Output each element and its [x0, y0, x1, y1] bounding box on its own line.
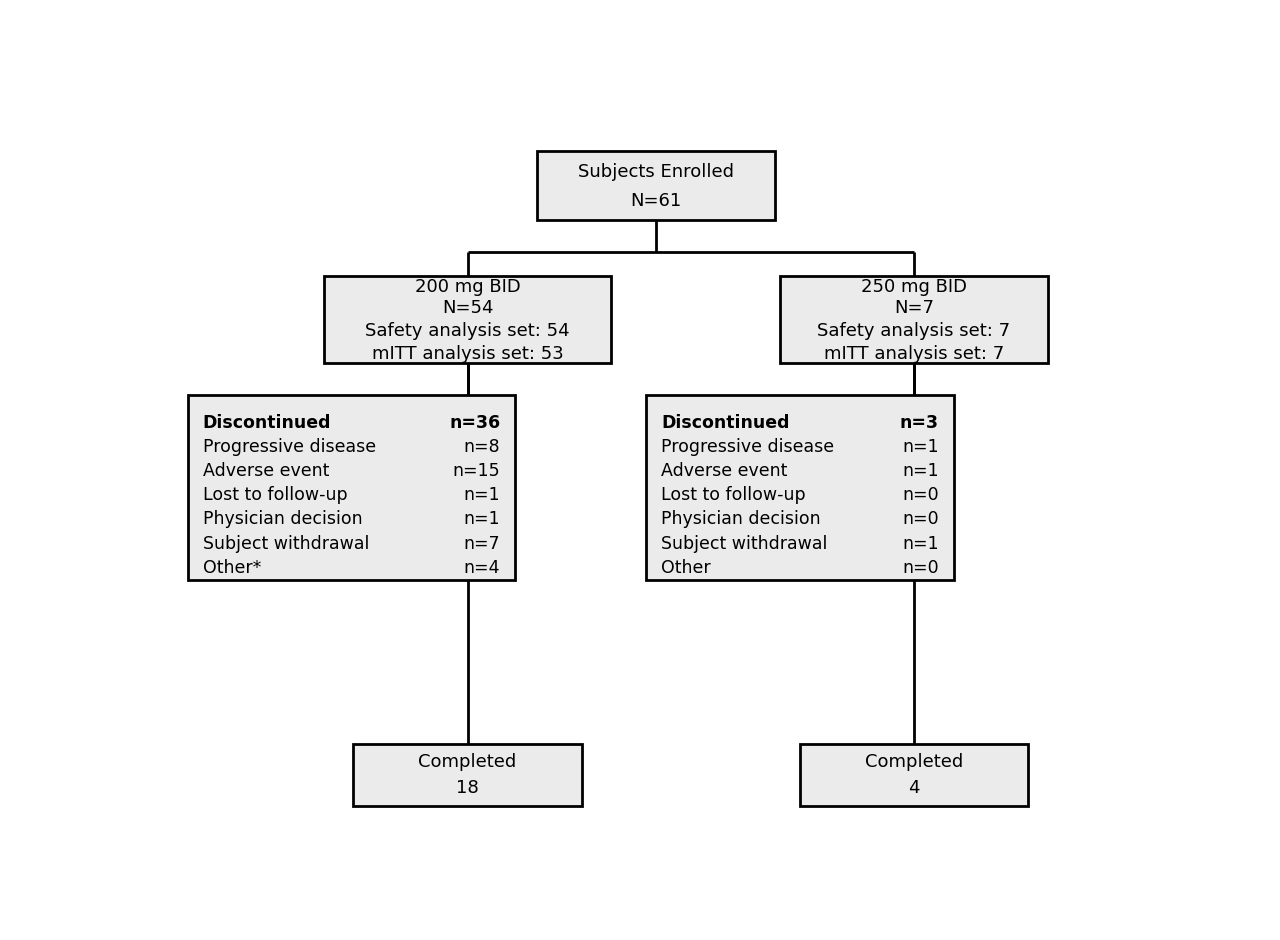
FancyBboxPatch shape [538, 150, 776, 220]
Text: Progressive disease: Progressive disease [660, 438, 835, 456]
Text: N=7: N=7 [893, 299, 934, 317]
FancyBboxPatch shape [353, 744, 581, 806]
Text: n=1: n=1 [463, 486, 500, 505]
FancyBboxPatch shape [780, 275, 1048, 363]
Text: Subject withdrawal: Subject withdrawal [202, 535, 369, 553]
Text: Progressive disease: Progressive disease [202, 438, 376, 456]
Text: n=0: n=0 [902, 486, 938, 505]
FancyBboxPatch shape [646, 395, 954, 580]
Text: Subject withdrawal: Subject withdrawal [660, 535, 827, 553]
Text: Lost to follow-up: Lost to follow-up [202, 486, 347, 505]
FancyBboxPatch shape [800, 744, 1028, 806]
Text: n=8: n=8 [463, 438, 500, 456]
Text: Physician decision: Physician decision [202, 510, 362, 528]
Text: n=0: n=0 [902, 558, 938, 576]
Text: n=36: n=36 [449, 414, 500, 432]
Text: Completed: Completed [865, 753, 963, 771]
Text: n=1: n=1 [463, 510, 500, 528]
Text: 4: 4 [909, 779, 919, 797]
Text: n=3: n=3 [900, 414, 938, 432]
Text: n=7: n=7 [463, 535, 500, 553]
Text: Other: Other [660, 558, 710, 576]
Text: N=54: N=54 [442, 299, 493, 317]
Text: n=4: n=4 [463, 558, 500, 576]
Text: Adverse event: Adverse event [660, 462, 787, 480]
Text: n=0: n=0 [902, 510, 938, 528]
Text: 250 mg BID: 250 mg BID [861, 277, 966, 295]
FancyBboxPatch shape [324, 275, 612, 363]
Text: n=1: n=1 [902, 438, 938, 456]
Text: Adverse event: Adverse event [202, 462, 329, 480]
Text: Subjects Enrolled: Subjects Enrolled [579, 164, 733, 181]
Text: n=1: n=1 [902, 535, 938, 553]
Text: Safety analysis set: 7: Safety analysis set: 7 [818, 322, 1010, 340]
Text: Safety analysis set: 54: Safety analysis set: 54 [365, 322, 570, 340]
Text: Completed: Completed [419, 753, 517, 771]
Text: 200 mg BID: 200 mg BID [415, 277, 521, 295]
Text: mITT analysis set: 53: mITT analysis set: 53 [371, 345, 563, 363]
FancyBboxPatch shape [188, 395, 515, 580]
Text: Lost to follow-up: Lost to follow-up [660, 486, 805, 505]
Text: n=1: n=1 [902, 462, 938, 480]
Text: n=15: n=15 [453, 462, 500, 480]
Text: Physician decision: Physician decision [660, 510, 820, 528]
Text: Discontinued: Discontinued [202, 414, 332, 432]
Text: N=61: N=61 [630, 192, 682, 211]
Text: Discontinued: Discontinued [660, 414, 790, 432]
Text: 18: 18 [456, 779, 479, 797]
Text: mITT analysis set: 7: mITT analysis set: 7 [824, 345, 1004, 363]
Text: Other*: Other* [202, 558, 261, 576]
